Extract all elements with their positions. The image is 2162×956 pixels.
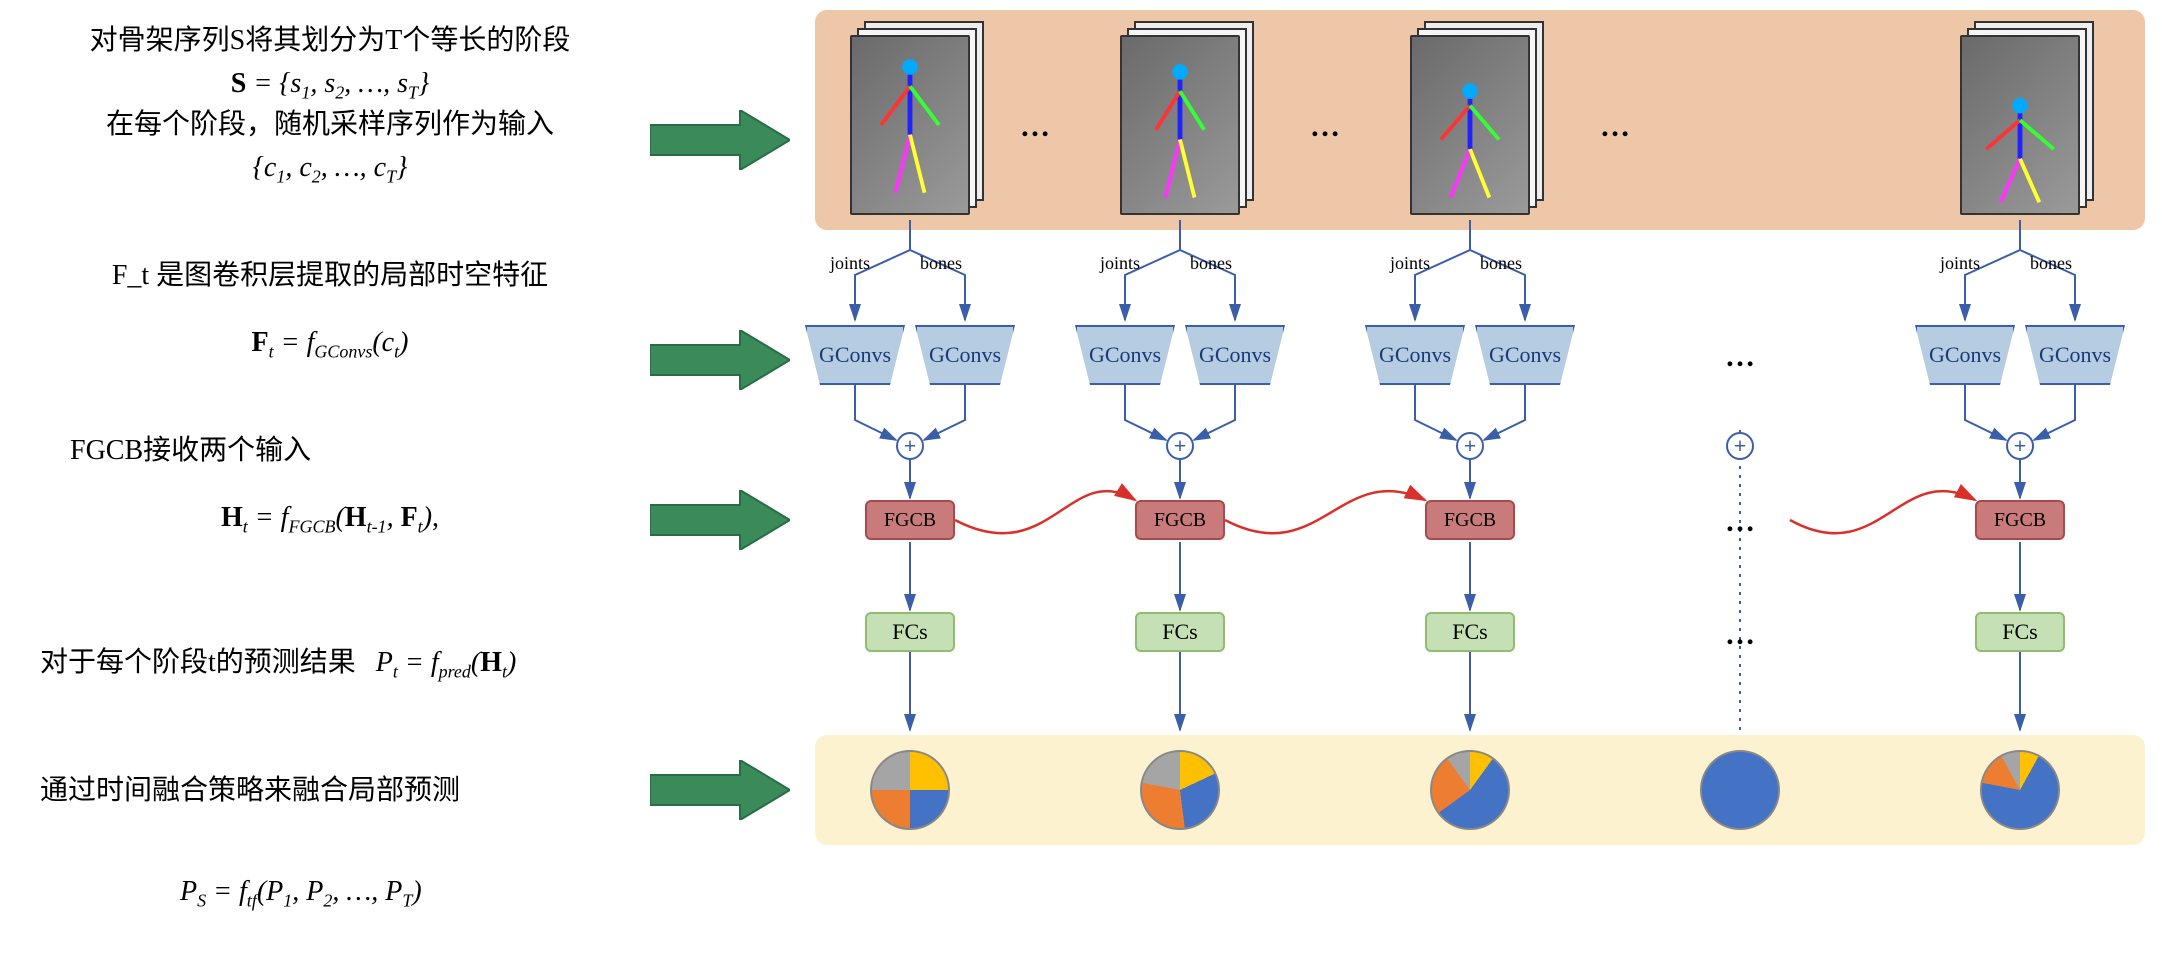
ellipsis-icon: … <box>1020 110 1050 144</box>
fgcb-block: FGCB <box>1975 500 2065 540</box>
bones-label: bones <box>1480 253 1522 274</box>
bones-label: bones <box>920 253 962 274</box>
fcs-block: FCs <box>1425 612 1515 652</box>
fgcb-block: FGCB <box>1425 500 1515 540</box>
add-icon: + <box>896 432 924 460</box>
pie-chart <box>870 750 950 830</box>
stage1-desc2: 在每个阶段，随机采样序列作为输入 <box>40 104 620 146</box>
gconv-block: GConvs <box>1365 325 1465 385</box>
stage2-eq: Ft = fGConvs(ct) <box>252 327 409 363</box>
stage3-eq: Ht = fFGCB(Ht-1, Ft), <box>221 502 439 538</box>
arrow-icon <box>650 110 790 170</box>
pie-chart <box>1700 750 1780 830</box>
stage4-eq: Pt = fpred(Ht) <box>376 647 517 683</box>
fgcb-block: FGCB <box>865 500 955 540</box>
ellipsis-icon: … <box>1725 618 1755 652</box>
stage2-desc: F_t 是图卷积层提取的局部时空特征 <box>40 255 620 297</box>
bones-label: bones <box>2030 253 2072 274</box>
stage1-eq: S = {s1, s2, …, sT} <box>231 68 430 104</box>
fcs-block: FCs <box>1975 612 2065 652</box>
frame-stack <box>1960 35 2080 215</box>
gconv-block: GConvs <box>1915 325 2015 385</box>
gconv-block: GConvs <box>915 325 1015 385</box>
joints-label: joints <box>1100 253 1140 274</box>
joints-label: joints <box>830 253 870 274</box>
stage4-desc: 对于每个阶段t的预测结果 <box>40 640 356 680</box>
pie-chart <box>1140 750 1220 830</box>
frame-stack <box>1410 35 1530 215</box>
stage1-desc1: 对骨架序列S将其划分为T个等长的阶段 <box>40 20 620 62</box>
bones-label: bones <box>1190 253 1232 274</box>
gconv-block: GConvs <box>1475 325 1575 385</box>
gconv-block: GConvs <box>2025 325 2125 385</box>
frame-stack <box>850 35 970 215</box>
add-icon: + <box>1726 432 1754 460</box>
pie-chart <box>1430 750 1510 830</box>
gconv-block: GConvs <box>805 325 905 385</box>
fcs-block: FCs <box>1135 612 1225 652</box>
add-icon: + <box>2006 432 2034 460</box>
frame-stack <box>1120 35 1240 215</box>
ellipsis-icon: … <box>1600 110 1630 144</box>
pie-chart <box>1980 750 2060 830</box>
gconv-block: GConvs <box>1075 325 1175 385</box>
joints-label: joints <box>1390 253 1430 274</box>
stage5-desc: 通过时间融合策略来融合局部预测 <box>40 770 620 812</box>
fgcb-block: FGCB <box>1135 500 1225 540</box>
stage3-desc: FGCB接收两个输入 <box>40 430 620 472</box>
add-icon: + <box>1166 432 1194 460</box>
stage5-eq: PS = ftf(P1, P2, …, PT) <box>180 876 422 912</box>
arrow-icon <box>650 330 790 390</box>
fcs-block: FCs <box>865 612 955 652</box>
ellipsis-icon: … <box>1725 340 1755 374</box>
stage1-eq2: {c1, c2, …, cT} <box>253 152 408 188</box>
add-icon: + <box>1456 432 1484 460</box>
ellipsis-icon: … <box>1725 505 1755 539</box>
arrow-icon <box>650 760 790 820</box>
gconv-block: GConvs <box>1185 325 1285 385</box>
ellipsis-icon: … <box>1310 110 1340 144</box>
arrow-icon <box>650 490 790 550</box>
joints-label: joints <box>1940 253 1980 274</box>
